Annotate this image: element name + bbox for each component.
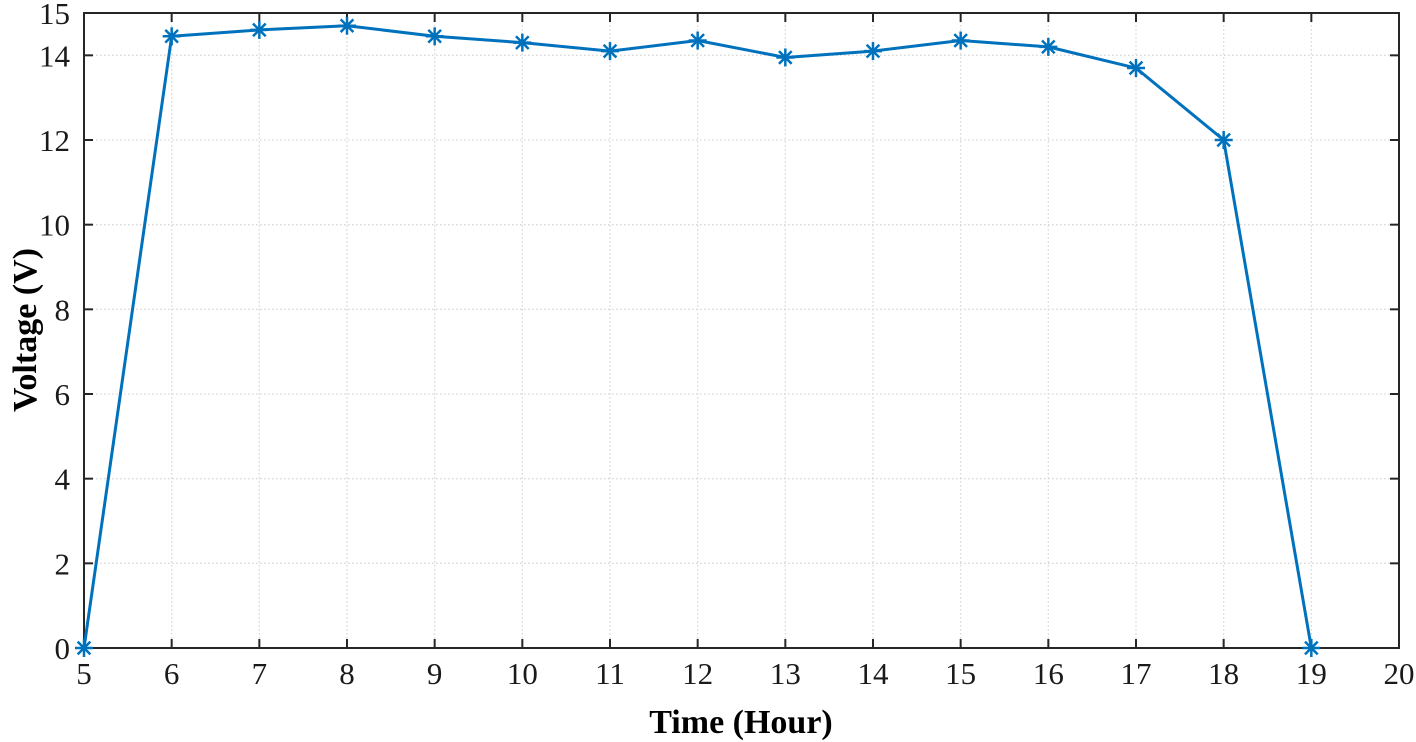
data-point-marker <box>338 16 356 35</box>
y-tick-label: 8 <box>55 292 71 327</box>
marker-spoke <box>778 50 793 65</box>
y-tick-label: 4 <box>55 462 71 497</box>
x-tick-label: 7 <box>252 656 268 691</box>
data-point-marker <box>75 639 93 657</box>
data-point-marker <box>1214 131 1233 149</box>
x-tick-label: 13 <box>770 656 801 691</box>
x-tick-label: 8 <box>339 656 355 691</box>
x-tick-label: 12 <box>682 656 713 691</box>
marker-spoke <box>76 640 92 656</box>
data-series-layer <box>75 16 1321 657</box>
marker-spoke <box>602 43 618 59</box>
marker-spoke <box>515 35 530 50</box>
marker-spoke <box>865 43 881 59</box>
plot-box <box>83 12 1400 649</box>
data-point-marker <box>162 27 181 46</box>
x-tick-label: 14 <box>858 656 890 691</box>
y-tick-label: 2 <box>55 546 71 581</box>
x-tick-label: 10 <box>507 656 538 691</box>
marker-spoke <box>953 33 968 48</box>
marker-spoke <box>1128 60 1144 76</box>
x-tick-label: 20 <box>1384 656 1415 691</box>
data-point-marker <box>1039 37 1058 56</box>
data-point-marker <box>688 31 707 50</box>
x-tick-label: 18 <box>1208 656 1239 691</box>
y-tick-label: 6 <box>55 377 71 412</box>
data-point-marker <box>1302 639 1321 657</box>
data-point-marker <box>1127 59 1145 78</box>
x-tick-label: 15 <box>945 656 976 691</box>
x-tick-label: 19 <box>1296 656 1327 691</box>
x-tick-label: 9 <box>427 656 443 691</box>
y-tick-label: 12 <box>39 123 70 158</box>
marker-spoke <box>1304 640 1319 656</box>
y-axis-label: Voltage (V) <box>7 248 44 412</box>
marker-spoke <box>1041 39 1056 55</box>
x-tick-label: 16 <box>1033 656 1064 691</box>
x-tick-label: 5 <box>76 656 92 691</box>
data-point-marker <box>601 42 619 61</box>
y-tick-label: 10 <box>39 208 70 243</box>
y-tick-label: 14 <box>39 38 71 73</box>
data-point-marker <box>513 33 532 52</box>
data-point-marker <box>425 27 444 46</box>
data-point-marker <box>776 48 795 67</box>
marker-spoke <box>690 33 705 48</box>
y-tick-label: 0 <box>55 631 71 666</box>
marker-spoke <box>252 22 267 38</box>
data-point-marker <box>864 42 882 61</box>
x-tick-label: 17 <box>1121 656 1152 691</box>
x-tick-label: 6 <box>164 656 180 691</box>
x-axis-label: Time (Hour) <box>649 704 833 741</box>
x-tick-label: 11 <box>595 656 625 691</box>
data-point-marker <box>250 20 269 39</box>
marker-spoke <box>427 29 442 44</box>
grid-layer <box>84 13 1399 648</box>
marker-spoke <box>339 18 355 33</box>
y-tick-label: 15 <box>39 0 70 31</box>
marker-spoke <box>1216 132 1231 148</box>
marker-spoke <box>164 29 179 44</box>
axis-layer: 5 6 7 8 9 10 11 12 13 14 15 16 17 18 19 20 0 2 4 6 8 10 12 14 15 <box>39 0 1415 691</box>
data-line <box>82 24 1313 649</box>
data-point-marker <box>951 31 970 50</box>
